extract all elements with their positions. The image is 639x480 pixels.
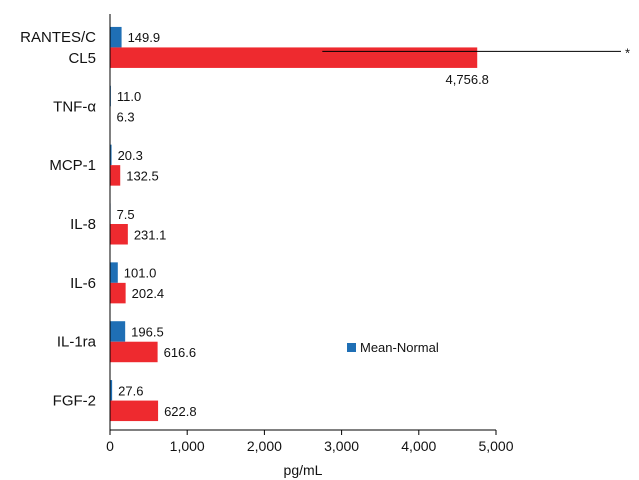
bar-rantes-ccl5-series-2 xyxy=(110,47,478,68)
value-label-rantes-ccl5-mean-normal: 149.9 xyxy=(128,30,161,45)
value-label-rantes-ccl5-series-2: 4,756.8 xyxy=(446,72,489,87)
value-label-mcp-1-mean-normal: 20.3 xyxy=(118,148,143,163)
bar-rantes-ccl5-mean-normal xyxy=(110,26,122,48)
value-label-il-1ra-mean-normal: 196.5 xyxy=(131,324,164,339)
axes xyxy=(109,14,496,431)
annotations: * xyxy=(322,45,630,60)
category-label-mcp-1: MCP-1 xyxy=(49,157,96,174)
category-label-tnf: TNF-α xyxy=(53,98,96,115)
legend: Mean-Normal xyxy=(347,340,439,355)
bar-il-8-series-2 xyxy=(110,224,128,245)
x-tick-label: 2,000 xyxy=(247,438,282,454)
x-tick-label: 4,000 xyxy=(401,438,436,454)
category-label-il-6: IL-6 xyxy=(70,275,96,292)
value-label-il-8-mean-normal: 7.5 xyxy=(117,207,135,222)
value-labels: 149.9 4,756.8 11.0 6.3 20.3 132.5 7.5 231.1 101.… xyxy=(116,30,488,419)
x-tick-label: 1,000 xyxy=(170,438,205,454)
bar-mcp-1-series-2 xyxy=(110,165,121,186)
value-label-mcp-1-series-2: 132.5 xyxy=(126,168,159,183)
value-label-il-1ra-series-2: 616.6 xyxy=(164,345,197,360)
value-label-fgf-2-series-2: 622.8 xyxy=(164,404,197,419)
bar-fgf-2-series-2 xyxy=(110,400,159,422)
category-label-rantes-ccl5-line-1: RANTES/C xyxy=(20,29,96,46)
bar-il-6-mean-normal xyxy=(110,262,118,283)
bar-il-1ra-mean-normal xyxy=(110,321,126,342)
legend-swatch-mean-normal xyxy=(347,343,356,352)
value-label-il-6-mean-normal: 101.0 xyxy=(124,266,157,281)
bar-fgf-2-mean-normal xyxy=(110,380,113,401)
value-label-tnf-series-2: 6.3 xyxy=(116,110,134,125)
value-label-il-8-series-2: 231.1 xyxy=(134,227,167,242)
legend-label-mean-normal: Mean-Normal xyxy=(360,340,439,355)
category-label-il-8: IL-8 xyxy=(70,216,96,233)
category-label-fgf-2: FGF-2 xyxy=(53,393,96,410)
significance-asterisk: * xyxy=(625,45,630,60)
value-label-tnf-mean-normal: 11.0 xyxy=(117,89,141,104)
x-axis-title: pg/mL xyxy=(284,462,323,478)
category-label-il-1ra: IL-1ra xyxy=(57,334,97,351)
bars xyxy=(110,26,478,422)
x-tick-labels: 0 1,000 2,000 3,000 4,000 5,000 xyxy=(106,430,514,454)
x-tick-label: 3,000 xyxy=(324,438,359,454)
value-label-il-6-series-2: 202.4 xyxy=(132,286,165,301)
bar-mcp-1-mean-normal xyxy=(110,144,112,166)
x-tick-label: 0 xyxy=(106,438,114,454)
x-tick-label: 5,000 xyxy=(478,438,513,454)
bar-il-1ra-series-2 xyxy=(110,341,158,363)
category-label-rantes-ccl5-line-2: CL5 xyxy=(68,50,96,67)
category-labels: RANTES/C CL5 TNF-α MCP-1 IL-8 IL-6 IL-1ra FGF-2 xyxy=(20,29,96,410)
bar-il-6-series-2 xyxy=(110,282,126,304)
value-label-fgf-2-mean-normal: 27.6 xyxy=(118,383,143,398)
